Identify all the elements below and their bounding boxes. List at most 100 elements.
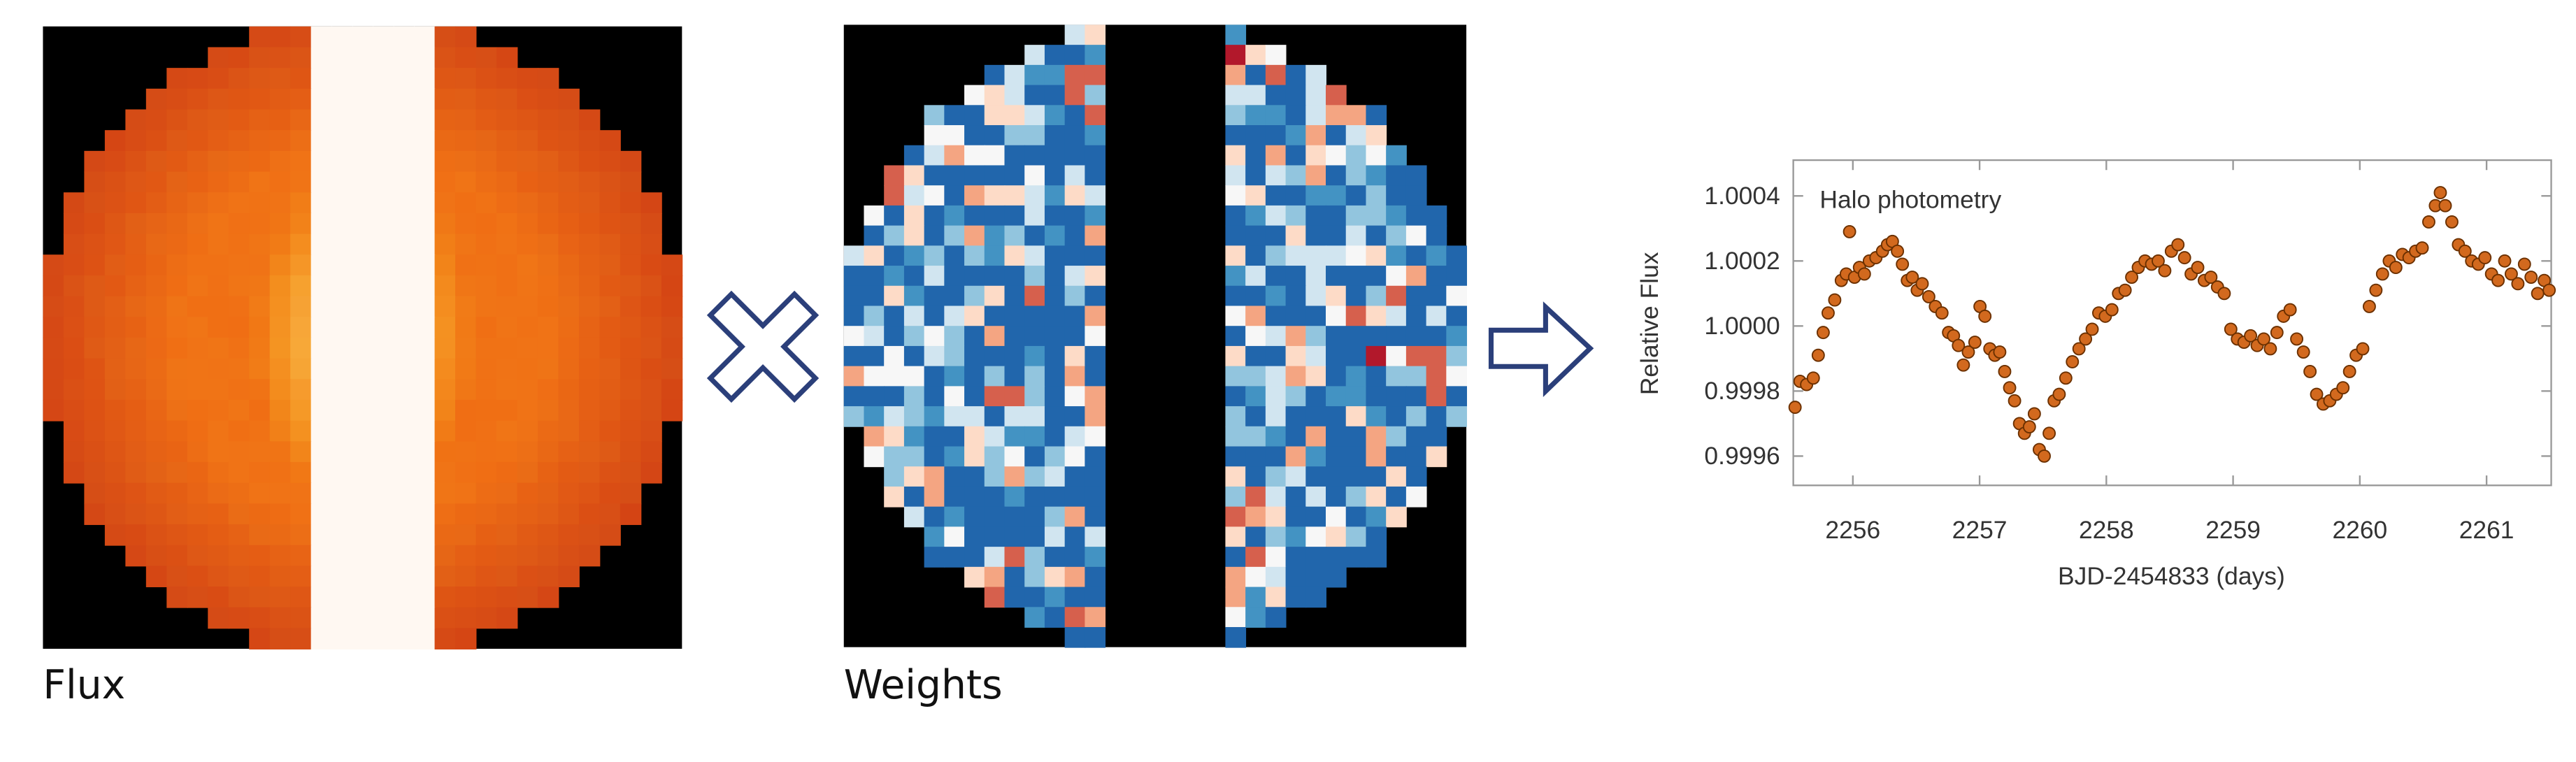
- pixel: [1326, 486, 1347, 508]
- pixel: [1004, 326, 1026, 347]
- pixel: [331, 213, 353, 235]
- data-point: [2244, 329, 2258, 343]
- pixel: [475, 192, 497, 214]
- pixel: [1044, 185, 1066, 206]
- data-point: [1952, 338, 1966, 352]
- pixel: [1245, 345, 1266, 367]
- pixel: [331, 379, 353, 401]
- pixel: [228, 503, 250, 525]
- pixel: [1265, 165, 1287, 187]
- pixel: [475, 68, 497, 89]
- data-point: [1811, 348, 1825, 362]
- pixel: [1305, 285, 1326, 307]
- pixel: [1326, 326, 1347, 347]
- pixel: [496, 566, 518, 587]
- pixel: [558, 192, 580, 214]
- pixel: [166, 192, 188, 214]
- pixel: [1366, 386, 1387, 408]
- pixel: [620, 213, 642, 235]
- pixel: [187, 317, 209, 338]
- pixel: [414, 587, 436, 608]
- pixel: [843, 305, 865, 327]
- pixel: [944, 266, 966, 287]
- pixel: [352, 566, 374, 587]
- pixel: [964, 205, 985, 227]
- pixel: [964, 506, 985, 528]
- pixel: [373, 524, 394, 546]
- pixel: [1305, 64, 1326, 86]
- pixel: [1024, 125, 1045, 146]
- pixel: [984, 225, 1006, 247]
- pixel: [884, 225, 905, 247]
- pixel: [984, 245, 1006, 266]
- pixel: [475, 233, 497, 256]
- pixel: [1285, 386, 1307, 408]
- pixel: [331, 441, 353, 463]
- pixel: [228, 524, 250, 546]
- pixel: [517, 130, 538, 152]
- pixel: [1265, 266, 1287, 287]
- pixel: [1064, 446, 1086, 468]
- x-tick-label: 2261: [2459, 516, 2514, 544]
- pixel: [1265, 566, 1287, 588]
- pixel: [1225, 587, 1247, 608]
- pixel: [944, 406, 966, 427]
- pixel: [187, 213, 209, 235]
- pixel: [1225, 506, 1247, 528]
- pixel: [1366, 245, 1387, 266]
- pixel: [393, 317, 415, 338]
- pixel: [455, 254, 477, 276]
- pixel: [884, 245, 905, 266]
- pixel: [964, 125, 985, 146]
- pixel: [964, 105, 985, 126]
- pixel: [578, 213, 601, 235]
- pixel: [558, 399, 580, 422]
- pixel: [208, 192, 229, 214]
- data-point: [2342, 365, 2356, 378]
- pixel: [1085, 165, 1106, 187]
- pixel: [475, 545, 497, 567]
- pixel: [373, 150, 394, 173]
- pixel: [208, 524, 229, 546]
- pixel: [903, 486, 925, 508]
- pixel: [269, 317, 292, 338]
- pixel: [455, 607, 477, 629]
- pixel: [944, 386, 966, 408]
- pixel: [455, 150, 477, 173]
- pixel: [620, 461, 642, 484]
- pixel: [1085, 185, 1106, 206]
- pixel: [166, 503, 188, 525]
- pixel: [1225, 225, 1247, 247]
- pixel: [537, 399, 559, 422]
- pixel: [1386, 386, 1407, 408]
- pixel: [84, 461, 106, 484]
- pixel: [964, 326, 985, 347]
- pixel: [924, 345, 945, 367]
- pixel: [331, 26, 353, 48]
- pixel: [228, 254, 250, 276]
- pixel: [1085, 486, 1106, 508]
- pixel: [455, 213, 477, 235]
- pixel: [310, 47, 333, 69]
- pixel: [104, 213, 127, 235]
- pixel: [599, 171, 621, 194]
- pixel: [290, 545, 312, 567]
- pixel: [884, 285, 905, 307]
- pixel: [1305, 566, 1326, 588]
- pixel: [1085, 125, 1106, 146]
- data-point: [1978, 309, 1992, 323]
- pixel: [1085, 587, 1106, 608]
- pixel: [944, 526, 966, 548]
- pixel: [290, 566, 312, 587]
- pixel: [352, 317, 374, 338]
- data-point: [1935, 306, 1949, 320]
- pixel: [475, 420, 497, 443]
- pixel: [373, 192, 394, 214]
- pixel: [496, 358, 518, 380]
- pixel: [331, 130, 353, 152]
- pixel: [434, 88, 456, 110]
- pixel: [63, 213, 85, 235]
- pixel: [1426, 245, 1447, 266]
- pixel: [1265, 506, 1287, 528]
- pixel: [1366, 366, 1387, 387]
